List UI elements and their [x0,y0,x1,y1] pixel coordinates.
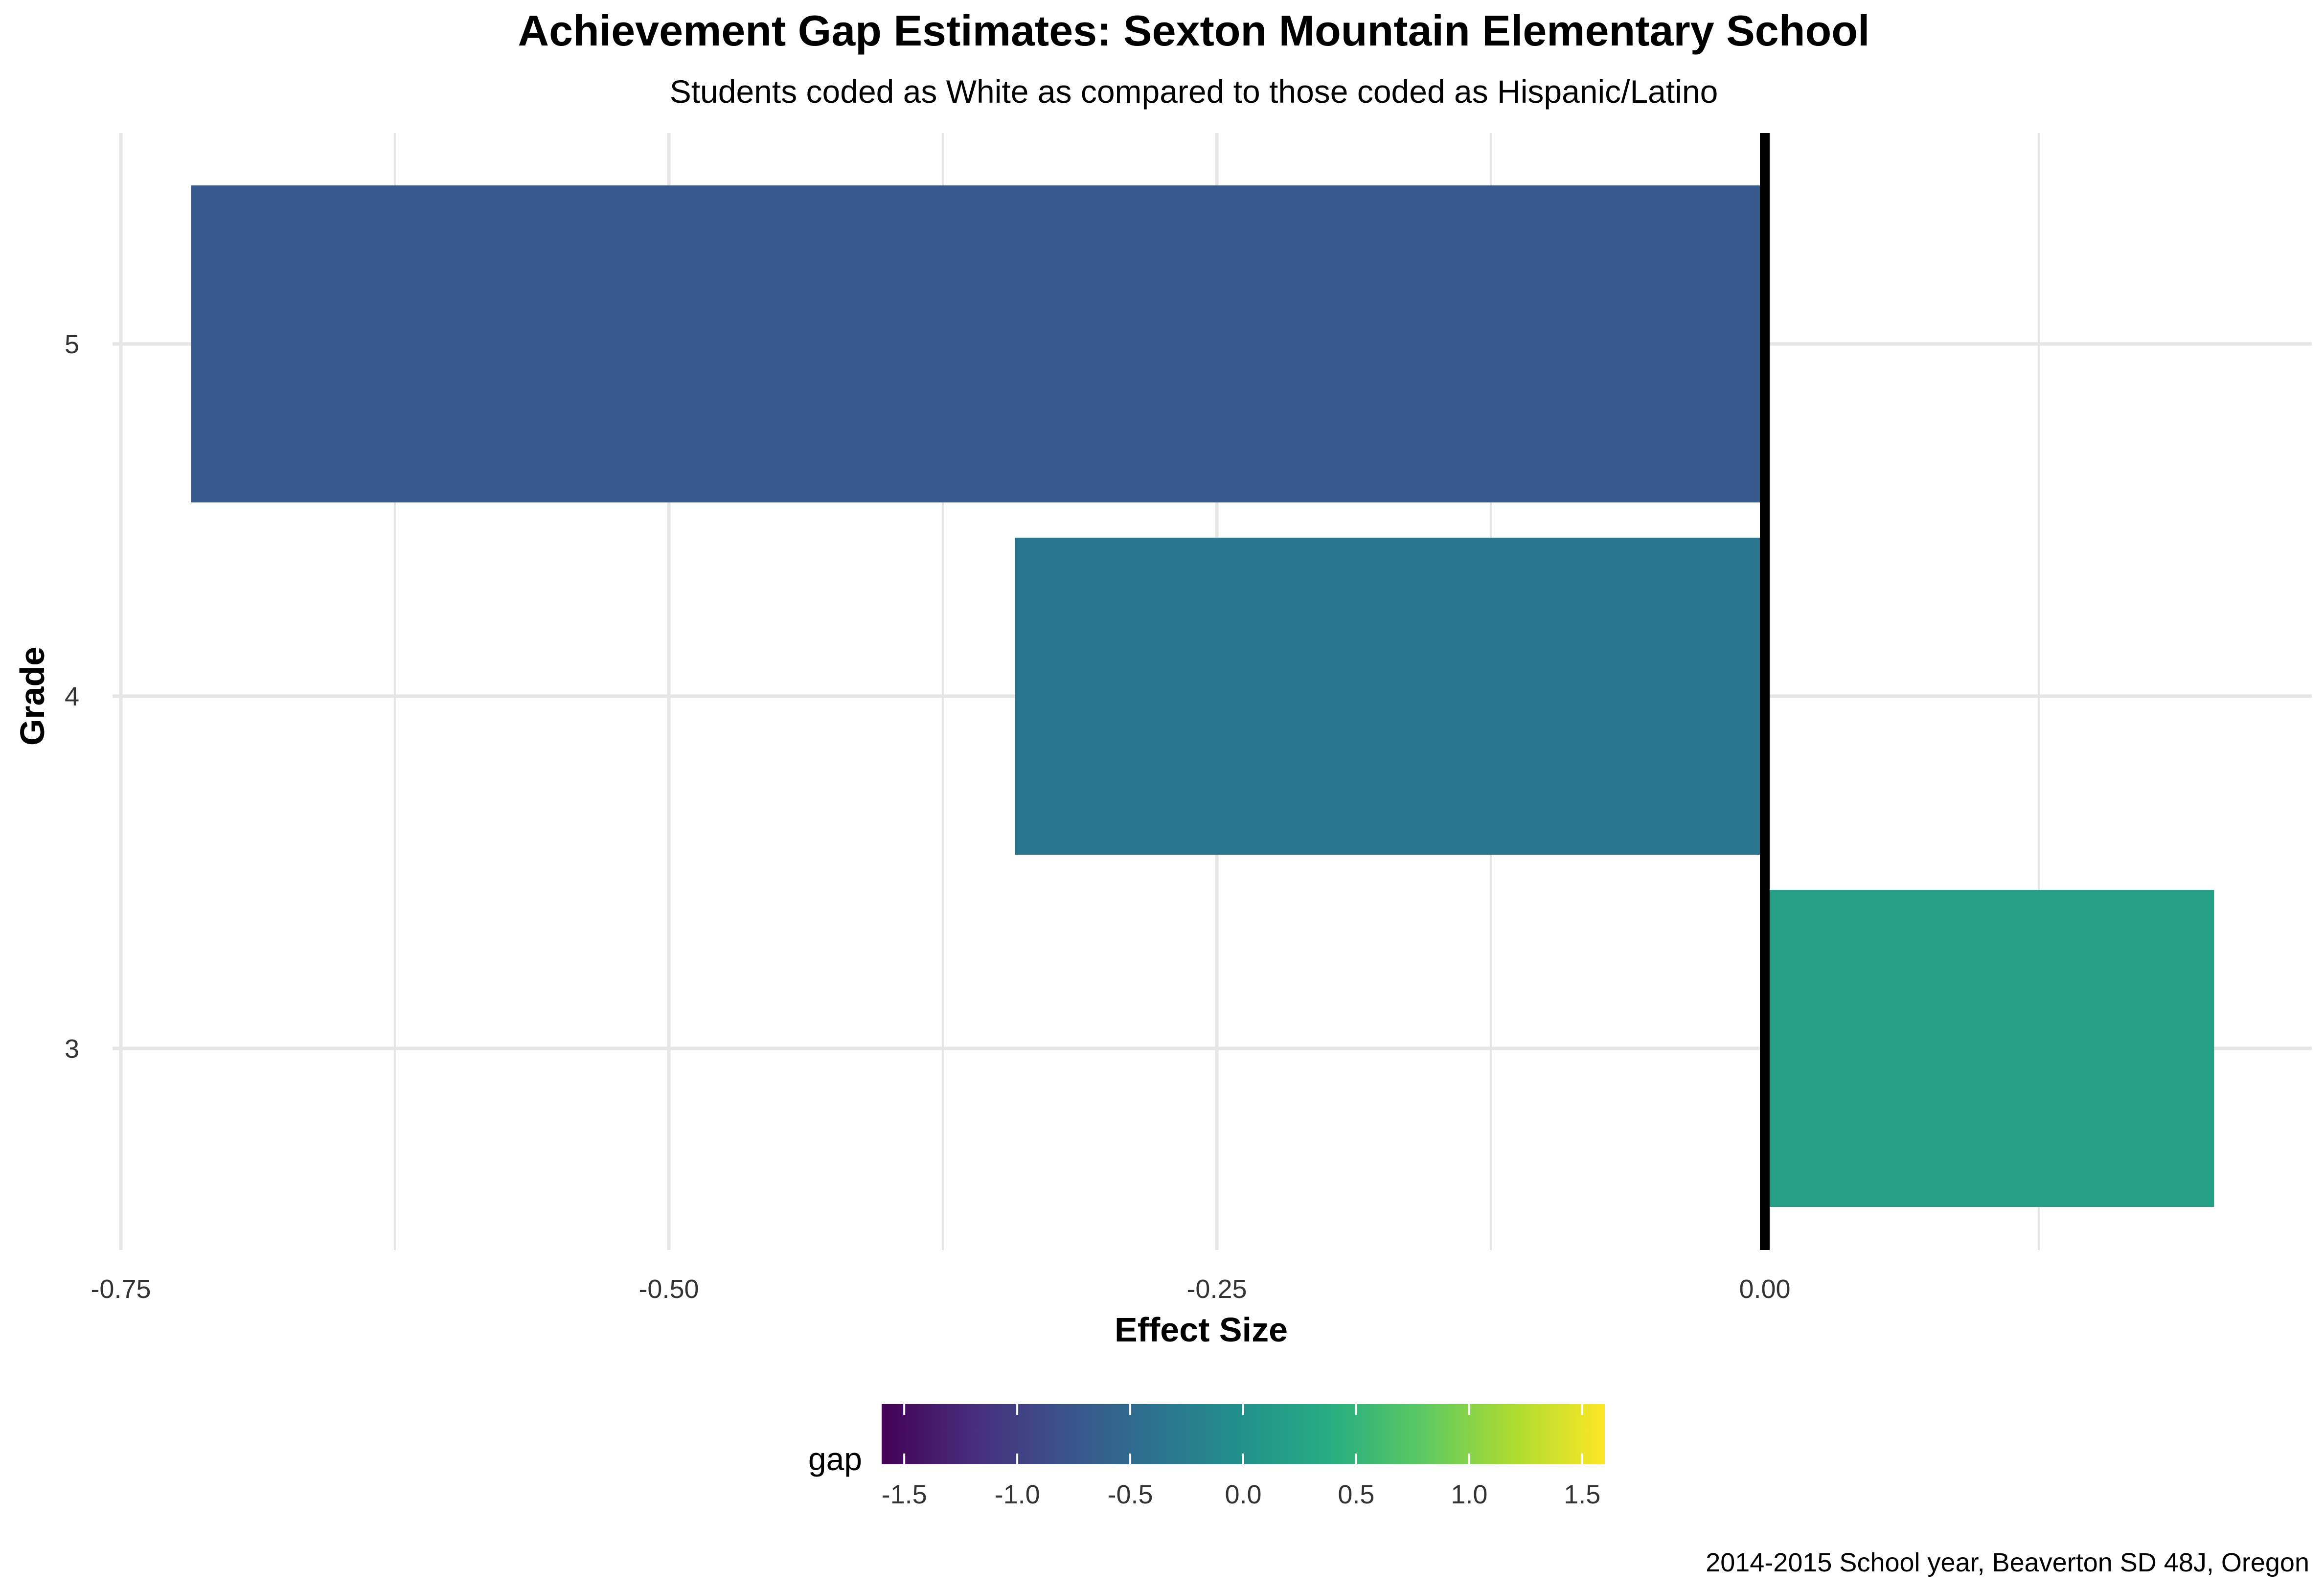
x-tick-label: -0.25 [1186,1274,1247,1304]
bar-grade-3 [1765,890,2214,1207]
x-tick-label: -0.50 [638,1274,699,1304]
y-axis-title: Grade [13,647,51,746]
x-axis-ticks: -0.75 -0.50 -0.25 0.00 [91,1274,1790,1304]
legend: gap -1.5 -1.0 -0.5 0.0 0.5 1.0 1.5 [808,1404,1605,1509]
chart-subtitle: Students coded as White as compared to t… [670,73,1718,110]
y-tick-label: 5 [65,330,79,359]
legend-ticks: -1.5 -1.0 -0.5 0.0 0.5 1.0 1.5 [882,1404,1600,1509]
bars [191,185,2214,1207]
chart-title: Achievement Gap Estimates: Sexton Mounta… [518,6,1870,55]
bar-grade-4 [1015,538,1765,855]
y-tick-label: 3 [65,1034,79,1064]
x-tick-label: -0.75 [91,1274,151,1304]
y-tick-label: 4 [65,682,79,711]
legend-tick-label: -0.5 [1108,1480,1153,1509]
legend-tick-label: -1.0 [995,1480,1040,1509]
legend-tick-label: 0.0 [1225,1480,1261,1509]
legend-tick-label: 0.5 [1338,1480,1374,1509]
y-axis-ticks: 3 4 5 [65,330,79,1064]
legend-tick-label: -1.5 [882,1480,927,1509]
x-axis-title: Effect Size [1115,1311,1288,1349]
chart-caption: 2014-2015 School year, Beaverton SD 48J,… [1706,1548,2309,1577]
legend-tick-label: 1.5 [1564,1480,1600,1509]
legend-title: gap [808,1441,862,1477]
legend-tick-label: 1.0 [1451,1480,1487,1509]
bar-grade-5 [191,185,1765,502]
x-tick-label: 0.00 [1739,1274,1790,1304]
